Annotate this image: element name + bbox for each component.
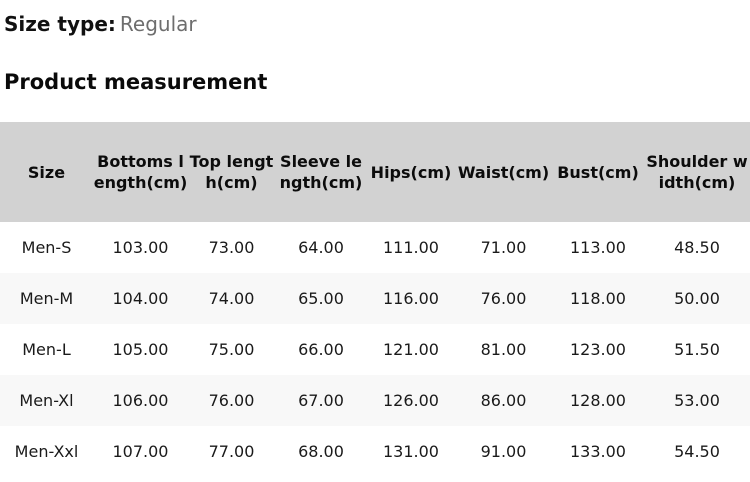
table-row: Men-S 103.00 73.00 64.00 111.00 71.00 11… [0, 222, 750, 273]
cell-hips: 121.00 [383, 339, 439, 359]
column-header-bust: Bust(cm) [557, 162, 639, 182]
cell-shoulder-width: 54.50 [674, 441, 720, 461]
cell-bottoms-length: 105.00 [112, 339, 169, 359]
cell-top-length: 74.00 [208, 288, 255, 308]
product-measurement-table: Size Bottoms length(cm) Top length(cm) S… [0, 122, 750, 477]
cell-sleeve-length: 66.00 [298, 339, 344, 359]
cell-hips: 116.00 [383, 288, 439, 308]
cell-sleeve-length: 65.00 [298, 288, 344, 308]
cell-hips: 111.00 [383, 237, 439, 257]
cell-waist: 86.00 [480, 390, 527, 410]
column-header-hips: Hips(cm) [370, 162, 452, 182]
cell-size: Men-Xxl [14, 441, 79, 461]
cell-size: Men-S [21, 237, 72, 257]
table-row: Men-M 104.00 74.00 65.00 116.00 76.00 11… [0, 273, 750, 324]
table-header: Size Bottoms length(cm) Top length(cm) S… [0, 122, 750, 222]
cell-size: Men-L [22, 339, 71, 359]
cell-bottoms-length: 106.00 [112, 390, 169, 410]
table-row: Men-Xl 106.00 76.00 67.00 126.00 86.00 1… [0, 375, 750, 426]
table-row: Men-L 105.00 75.00 66.00 121.00 81.00 12… [0, 324, 750, 375]
column-header-size: Size [27, 162, 66, 182]
product-measurement-table-container: Size Bottoms length(cm) Top length(cm) S… [0, 122, 750, 477]
column-header-top-length: Top length(cm) [189, 152, 274, 192]
column-header-bottoms-length: Bottoms length(cm) [93, 152, 188, 192]
cell-bottoms-length: 103.00 [112, 237, 169, 257]
cell-shoulder-width: 50.00 [674, 288, 720, 308]
cell-waist: 76.00 [480, 288, 527, 308]
cell-shoulder-width: 48.50 [674, 237, 720, 257]
cell-hips: 126.00 [383, 390, 439, 410]
cell-top-length: 76.00 [208, 390, 255, 410]
cell-bottoms-length: 104.00 [112, 288, 169, 308]
column-header-shoulder-width: Shoulder width(cm) [646, 152, 748, 192]
cell-sleeve-length: 68.00 [298, 441, 344, 461]
cell-waist: 71.00 [480, 237, 527, 257]
cell-shoulder-width: 51.50 [674, 339, 720, 359]
cell-waist: 81.00 [480, 339, 527, 359]
column-header-waist: Waist(cm) [457, 162, 550, 182]
table-body: Men-S 103.00 73.00 64.00 111.00 71.00 11… [0, 222, 750, 477]
cell-bust: 133.00 [570, 441, 626, 461]
cell-bust: 128.00 [570, 390, 626, 410]
cell-size: Men-M [19, 288, 74, 308]
cell-waist: 91.00 [480, 441, 527, 461]
table-row: Men-Xxl 107.00 77.00 68.00 131.00 91.00 … [0, 426, 750, 477]
size-type-label: Size type: [4, 12, 116, 36]
cell-sleeve-length: 64.00 [298, 237, 344, 257]
table-header-row: Size Bottoms length(cm) Top length(cm) S… [0, 122, 750, 222]
cell-bust: 123.00 [570, 339, 626, 359]
cell-bottoms-length: 107.00 [112, 441, 169, 461]
size-type-value: Regular [119, 12, 197, 36]
cell-top-length: 73.00 [208, 237, 255, 257]
product-measurement-heading: Product measurement [4, 70, 268, 94]
column-header-sleeve-length: Sleeve length(cm) [279, 152, 363, 192]
cell-top-length: 77.00 [208, 441, 255, 461]
cell-bust: 113.00 [570, 237, 626, 257]
size-type-line: Size type: Regular [4, 11, 197, 37]
cell-shoulder-width: 53.00 [674, 390, 720, 410]
cell-bust: 118.00 [570, 288, 626, 308]
cell-hips: 131.00 [383, 441, 439, 461]
cell-top-length: 75.00 [208, 339, 255, 359]
cell-sleeve-length: 67.00 [298, 390, 344, 410]
cell-size: Men-Xl [19, 390, 74, 410]
